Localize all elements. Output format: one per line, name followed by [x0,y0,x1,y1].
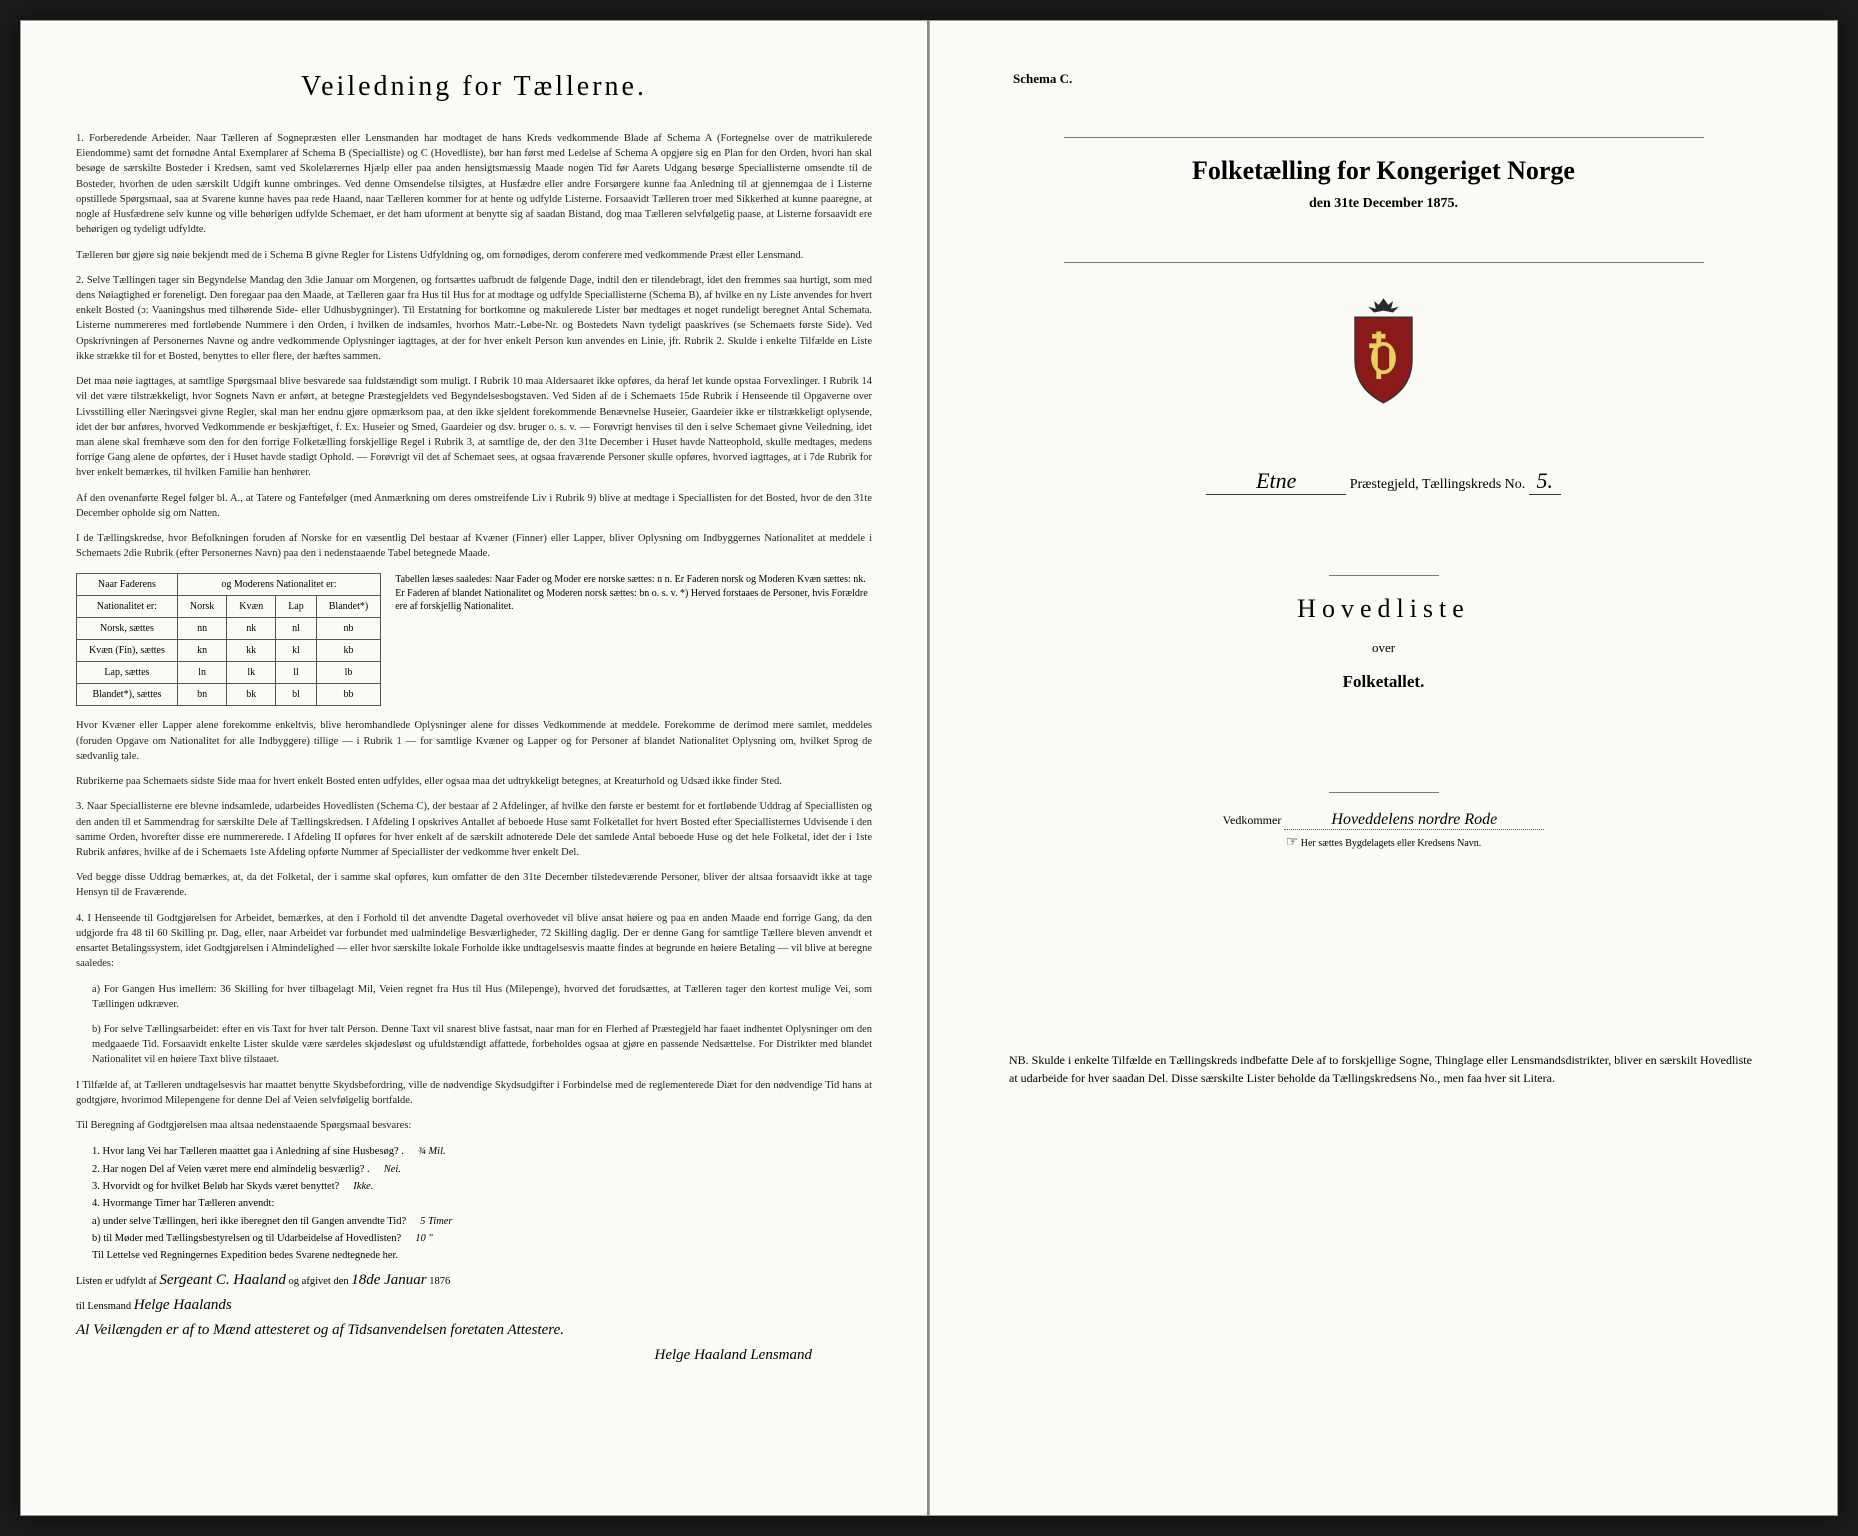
question-list: 1. Hvor lang Vei har Tælleren maattet ga… [92,1143,872,1264]
kreds-number: 5. [1529,468,1561,495]
para-2: Tælleren bør gjøre sig nøie bekjendt med… [76,248,872,263]
vedkommer-line: Vedkommer Hoveddelens nordre Rode [985,811,1782,830]
para-4: Det maa nøie iagttages, at samtlige Spør… [76,374,872,481]
rule-under-title [1064,262,1704,263]
signature-line-1: Listen er udfyldt af Sergeant C. Haaland… [76,1272,872,1289]
th-nat: Nationalitet er: [77,596,178,618]
para-6: I de Tællingskredse, hvor Befolkningen f… [76,531,872,561]
over-label: over [985,640,1782,656]
para-12b: b) For selve Tællingsarbeidet: efter en … [92,1022,872,1068]
para-10: Ved begge disse Uddrag bemærkes, at, da … [76,870,872,900]
q3: 3. Hvorvidt og for hvilket Beløb har Sky… [92,1178,872,1195]
signature-line-4: Helge Haaland Lensmand [76,1347,812,1364]
q4b: b) til Møder med Tællingsbestyrelsen og … [92,1230,872,1247]
left-title: Veiledning for Tællerne. [76,71,872,103]
table-row: Lap, sætteslnlklllb [77,662,381,684]
q2: 2. Har nogen Del af Veien været mere end… [92,1161,872,1178]
left-page: Veiledning for Tællerne. 1. Forberedende… [20,20,929,1516]
table-row: Norsk, sættesnnnknlnb [77,618,381,640]
vedkommer-value: Hoveddelens nordre Rode [1284,811,1544,830]
para-11: 4. I Henseende til Godtgjørelsen for Arb… [76,911,872,972]
table-row: Blandet*), sættesbnbkblbb [77,684,381,706]
vedkommer-hint: ☞ Her sættes Bygdelagets eller Kredsens … [985,834,1782,851]
q4a: a) under selve Tællingen, heri ikke iber… [92,1213,872,1230]
census-date: den 31te December 1875. [985,196,1782,212]
para-13: I Tilfælde af, at Tælleren undtagelsesvi… [76,1078,872,1108]
rule-mid2 [1329,792,1439,793]
para-12a: a) For Gangen Hus imellem: 36 Skilling f… [92,982,872,1012]
q1: 1. Hvor lang Vei har Tælleren maattet ga… [92,1143,872,1160]
q-note: Til Lettelse ved Regningernes Expedition… [92,1247,872,1264]
para-8: Rubrikerne paa Schemaets sidste Side maa… [76,774,872,789]
table-row: Kvæn (Fin), sættesknkkklkb [77,640,381,662]
nationality-table: Naar Faderens og Moderens Nationalitet e… [76,573,381,706]
rule-mid [1329,575,1439,576]
census-title: Folketælling for Kongeriget Norge [985,156,1782,186]
para-3: 2. Selve Tællingen tager sin Begyndelse … [76,273,872,364]
th-mother: og Moderens Nationalitet er: [177,574,380,596]
signature-line-3: Al Veilængden er af to Mænd attesteret o… [76,1322,872,1339]
th-c1: Norsk [177,596,226,618]
th-c2: Kvæn [227,596,276,618]
th-c3: Lap [276,596,317,618]
folketallet-heading: Folketallet. [985,672,1782,692]
q4: 4. Hvormange Timer har Tælleren anvendt: [92,1195,872,1212]
document-spread: Veiledning for Tællerne. 1. Forberedende… [20,20,1838,1516]
right-page: Schema C. Folketælling for Kongeriget No… [929,20,1838,1516]
rule-top [1064,137,1704,138]
para-1: 1. Forberedende Arbeider. Naar Tælleren … [76,131,872,238]
para-5: Af den ovenanførte Regel følger bl. A., … [76,491,872,521]
crest-icon [1336,293,1431,408]
para-9: 3. Naar Speciallisterne ere blevne indsa… [76,799,872,860]
para-14: Til Beregning af Godtgjørelsen maa altsa… [76,1118,872,1133]
nationality-table-wrap: Naar Faderens og Moderens Nationalitet e… [76,573,872,706]
hovedliste-heading: Hovedliste [985,594,1782,624]
th-c4: Blandet*) [316,596,380,618]
para-7: Hvor Kvæner eller Lapper alene forekomme… [76,718,872,764]
th-father: Naar Faderens [77,574,178,596]
table-note: Tabellen læses saaledes: Naar Fader og M… [395,573,872,706]
coat-of-arms [985,293,1782,408]
parish-name: Etne [1206,468,1346,495]
signature-line-2: til Lensmand Helge Haalands [76,1297,872,1314]
pointer-icon: ☞ [1286,835,1299,850]
schema-label: Schema C. [1013,71,1782,87]
parish-line: Etne Præstegjeld, Tællingskreds No. 5. [985,468,1782,495]
nb-note: NB. Skulde i enkelte Tilfælde en Tælling… [985,1051,1782,1087]
